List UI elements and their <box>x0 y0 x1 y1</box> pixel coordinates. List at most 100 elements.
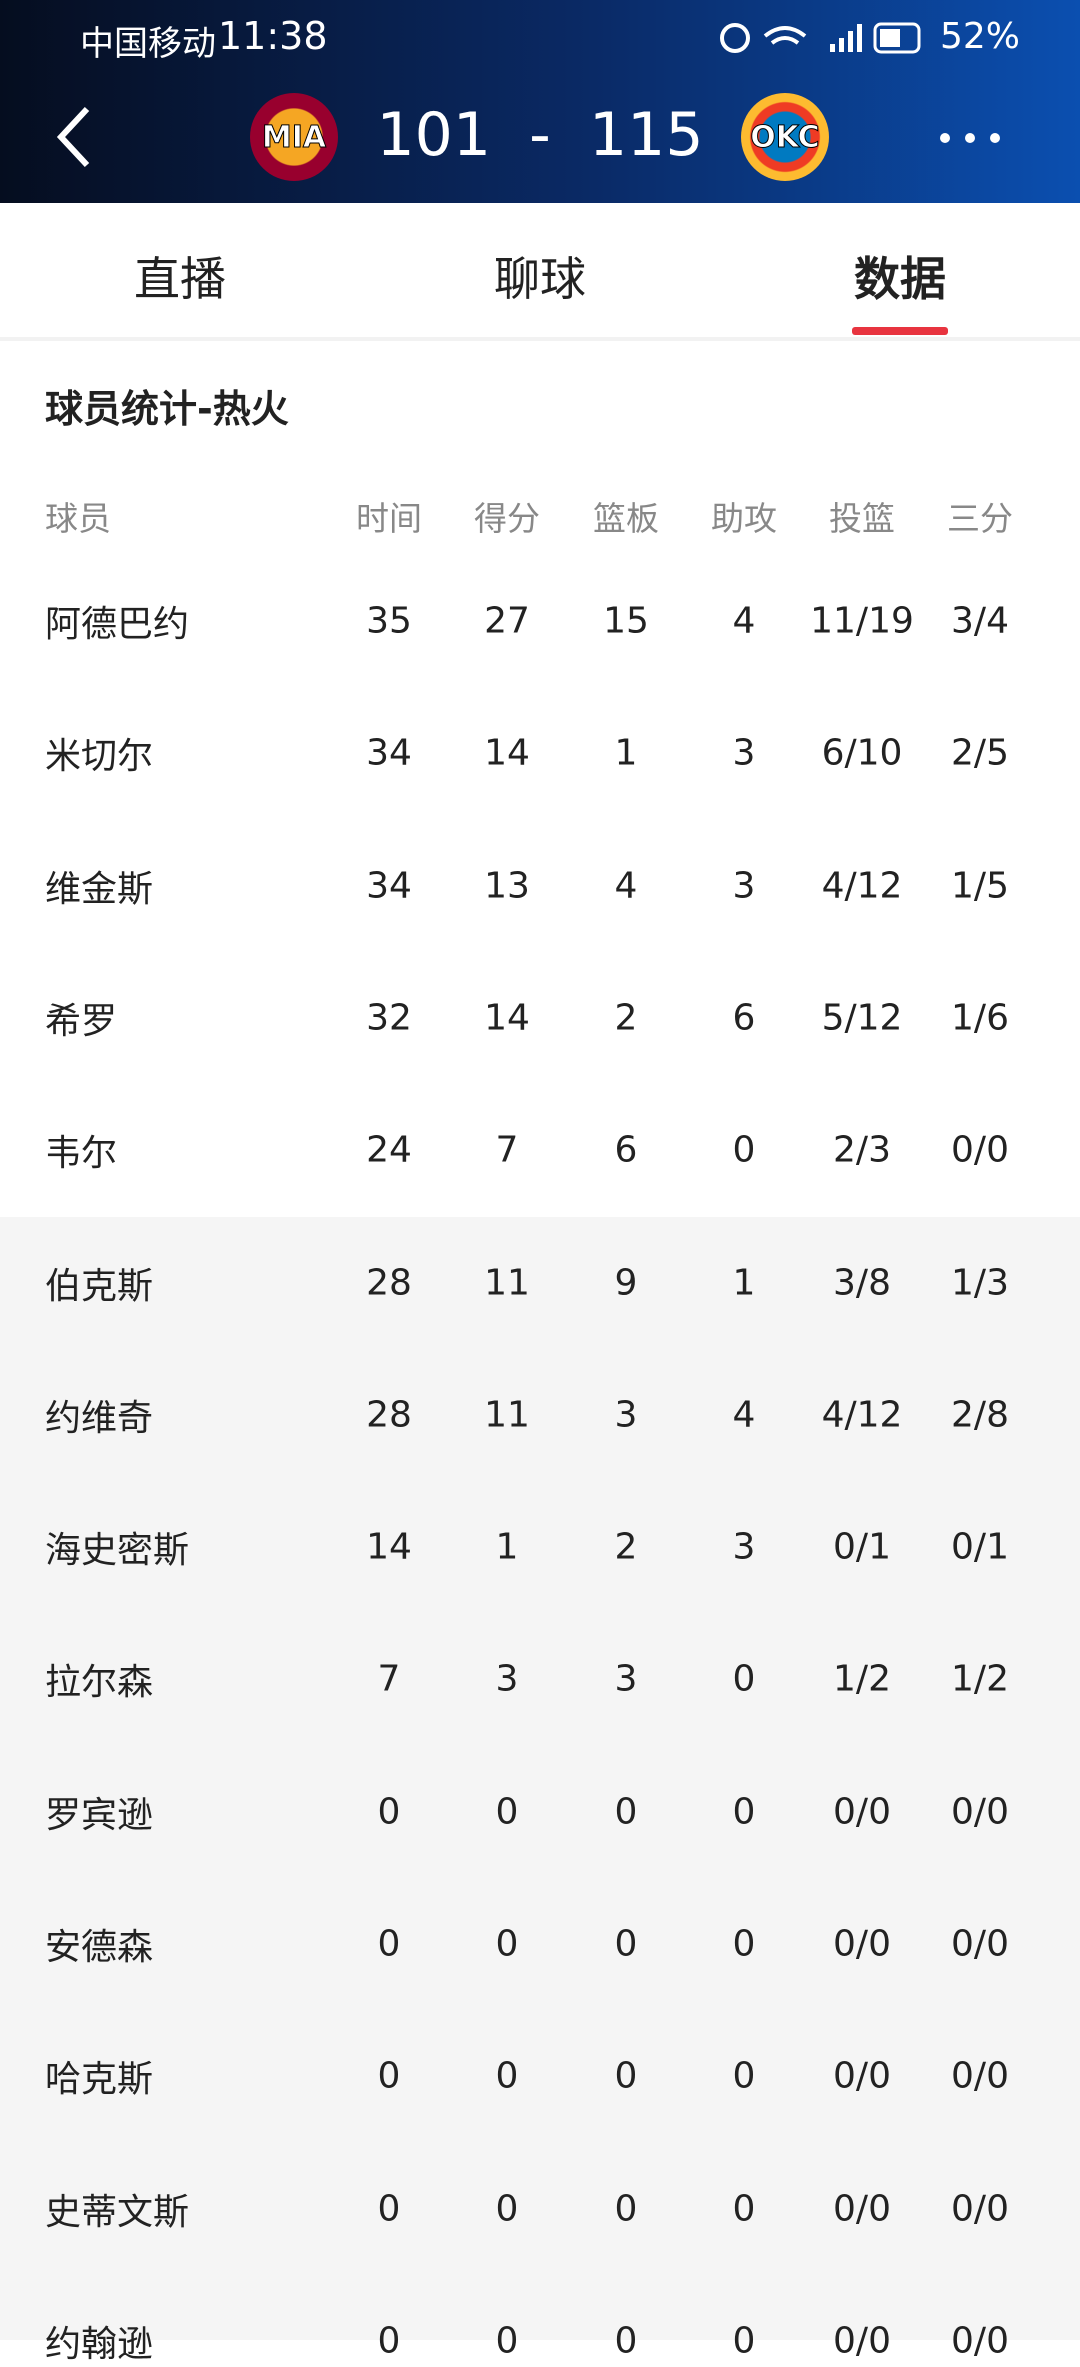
stat-cell: 3/8 <box>833 1262 891 1303</box>
stat-cell: 1/2 <box>951 1658 1009 1700</box>
stat-cell: 0 <box>495 1923 519 1965</box>
stat-cell: 3 <box>732 865 756 907</box>
home-score: 101 <box>376 100 492 170</box>
stat-cell: 0/0 <box>951 1129 1009 1171</box>
column-header: 投篮 <box>829 499 895 538</box>
player-name: 拉尔森 <box>45 1662 154 1704</box>
stat-cell: 0 <box>614 2320 638 2362</box>
stat-cell: 0 <box>732 1658 756 1700</box>
stat-cell: 7 <box>377 1658 401 1700</box>
stat-cell: 0 <box>732 1129 756 1171</box>
stat-cell: 0/0 <box>951 1923 1009 1965</box>
stat-cell: 35 <box>366 600 412 642</box>
stat-cell: 11 <box>484 1394 530 1436</box>
stat-cell: 0/0 <box>833 1791 891 1833</box>
stat-cell: 14 <box>366 1526 412 1568</box>
match-header: 中国移动 11:38 52% MIA 101 - 115 OKC <box>0 0 1080 203</box>
player-name: 约维奇 <box>45 1397 154 1439</box>
status-icons <box>720 22 921 54</box>
player-name: 哈克斯 <box>45 2059 154 2101</box>
away-score: 115 <box>588 100 704 170</box>
stat-cell: 6 <box>732 997 756 1039</box>
player-name: 罗宾逊 <box>45 1794 154 1836</box>
stat-cell: 0 <box>732 1791 756 1833</box>
column-header: 三分 <box>947 499 1013 538</box>
stat-cell: 1/5 <box>951 865 1009 907</box>
stat-cell: 1 <box>495 1526 519 1568</box>
stat-cell: 27 <box>484 600 530 642</box>
player-name: 海史密斯 <box>45 1530 190 1572</box>
stat-cell: 0/0 <box>951 2055 1009 2097</box>
clock: 11:38 <box>218 14 328 58</box>
stat-cell: 0 <box>614 2055 638 2097</box>
stat-cell: 3 <box>614 1394 638 1436</box>
bench-background <box>0 1217 1080 2340</box>
tab[interactable]: 数据 <box>854 252 946 306</box>
home-logo: MIA <box>250 93 338 181</box>
stat-cell: 2 <box>614 1526 638 1568</box>
score-separator: - <box>529 100 551 170</box>
more-button[interactable] <box>935 128 1005 148</box>
player-name: 安德森 <box>45 1927 154 1968</box>
tab-indicator <box>852 327 948 335</box>
stat-cell: 4 <box>614 865 638 907</box>
column-header: 球员 <box>45 499 111 538</box>
column-header: 篮板 <box>593 499 659 538</box>
stat-cell: 2/3 <box>833 1129 891 1171</box>
stat-cell: 0/0 <box>951 1791 1009 1833</box>
stat-cell: 28 <box>366 1394 412 1436</box>
stat-cell: 15 <box>603 600 649 642</box>
stat-cell: 0 <box>614 2188 638 2230</box>
stat-cell: 14 <box>484 997 530 1039</box>
stat-cell: 34 <box>366 865 412 907</box>
stat-cell: 0/1 <box>951 1526 1009 1568</box>
stat-cell: 0/0 <box>833 2320 891 2362</box>
player-name: 韦尔 <box>45 1133 118 1175</box>
stat-cell: 3 <box>614 1658 638 1700</box>
stat-cell: 4 <box>732 600 756 642</box>
stat-cell: 2 <box>614 997 638 1039</box>
stat-cell: 1/3 <box>951 1262 1009 1303</box>
column-header: 得分 <box>474 499 540 538</box>
stat-cell: 2/8 <box>951 1394 1009 1436</box>
stat-cell: 4/12 <box>821 865 903 907</box>
stat-cell: 11 <box>484 1262 530 1303</box>
stat-cell: 0 <box>732 2320 756 2362</box>
stat-cell: 3/4 <box>951 600 1009 642</box>
section-title: 球员统计-热火 <box>45 387 289 431</box>
stat-cell: 0/0 <box>833 2188 891 2230</box>
stat-cell: 4 <box>732 1394 756 1436</box>
battery: 52% <box>940 16 1021 57</box>
stat-cell: 0 <box>732 1923 756 1965</box>
tab[interactable]: 直播 <box>134 252 226 306</box>
stat-cell: 14 <box>484 732 530 774</box>
stat-cell: 4/12 <box>821 1394 903 1436</box>
stat-cell: 5/12 <box>821 997 903 1039</box>
stat-cell: 34 <box>366 732 412 774</box>
carrier: 中国移动 <box>80 24 216 64</box>
column-header: 时间 <box>356 499 422 538</box>
player-name: 维金斯 <box>45 868 154 910</box>
stat-cell: 3 <box>495 1658 519 1700</box>
player-name: 米切尔 <box>45 736 154 778</box>
stat-cell: 6/10 <box>821 732 903 774</box>
stat-cell: 0 <box>732 2055 756 2097</box>
stat-cell: 0/0 <box>951 2188 1009 2230</box>
stat-cell: 1 <box>732 1262 756 1303</box>
stat-cell: 32 <box>366 997 412 1039</box>
stat-cell: 13 <box>484 865 530 907</box>
stat-cell: 0 <box>495 2055 519 2097</box>
stat-cell: 24 <box>366 1129 412 1171</box>
tab[interactable]: 聊球 <box>494 252 586 306</box>
stat-cell: 3 <box>732 1526 756 1568</box>
player-name: 伯克斯 <box>45 1265 154 1307</box>
tab-bar: 直播 聊球 数据 <box>0 203 1080 341</box>
stat-cell: 11/19 <box>810 600 914 642</box>
stat-cell: 9 <box>614 1262 638 1303</box>
player-name: 阿德巴约 <box>45 604 190 645</box>
stat-cell: 0 <box>377 1923 401 1965</box>
back-button[interactable] <box>55 105 95 169</box>
stat-cell: 1/2 <box>833 1658 891 1700</box>
stat-cell: 6 <box>614 1129 638 1171</box>
